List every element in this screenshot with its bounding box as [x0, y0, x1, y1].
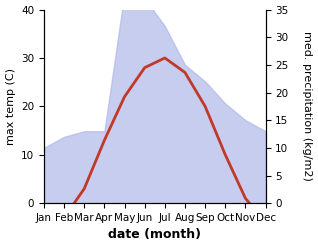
Y-axis label: max temp (C): max temp (C)	[5, 68, 16, 145]
Y-axis label: med. precipitation (kg/m2): med. precipitation (kg/m2)	[302, 31, 313, 181]
X-axis label: date (month): date (month)	[108, 228, 201, 242]
